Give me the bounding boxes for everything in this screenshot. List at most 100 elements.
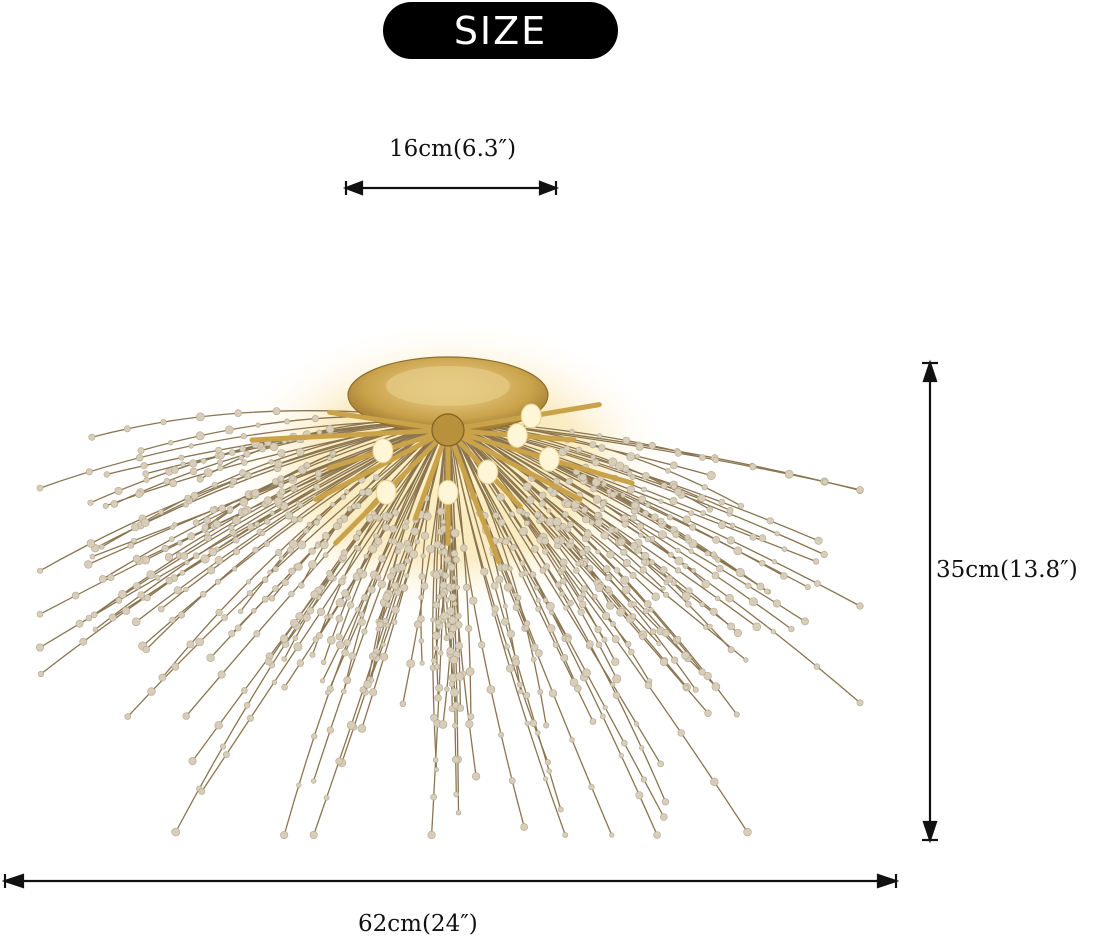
crystal-bead (745, 582, 752, 589)
crystal-bead (371, 652, 378, 659)
crystal-bead (644, 536, 652, 543)
crystal-bead (534, 649, 543, 658)
crystal-bead (171, 466, 179, 474)
crystal-bead (492, 512, 500, 519)
crystal-bead (639, 633, 646, 640)
crystal-bead (418, 573, 426, 580)
crystal-bead (418, 638, 424, 644)
crystal-bead (699, 601, 706, 608)
crystal-bead (436, 507, 445, 516)
crystal-bead (273, 496, 283, 506)
crystal-bead (164, 553, 174, 562)
crystal-bead (217, 459, 224, 466)
crystal-bead (209, 506, 217, 514)
crystal-bead (438, 650, 444, 656)
crystal-bead (277, 449, 286, 458)
crystal-bead (195, 431, 205, 441)
crystal-bead (444, 686, 450, 692)
crystal-bead (241, 508, 249, 516)
crystal-bead (630, 514, 637, 522)
crystal-bead (639, 745, 645, 751)
crystal-bead (564, 500, 572, 508)
crystal-bead (519, 560, 526, 566)
chandelier-wire (283, 419, 449, 836)
crystal-bead (718, 498, 726, 506)
crystal-bead (701, 579, 711, 589)
crystal-bead (642, 608, 650, 615)
chandelier-wire (447, 419, 547, 726)
crystal-bead (255, 422, 261, 428)
crystal-bead (131, 523, 140, 532)
crystal-bead (357, 724, 367, 733)
crystal-bead (780, 572, 788, 580)
crystal-bead (526, 496, 535, 505)
crystal-bead (495, 575, 504, 584)
crystal-bead (99, 544, 105, 550)
crystal-bead (542, 776, 549, 782)
crystal-bead (523, 691, 531, 699)
crystal-bead (315, 469, 323, 477)
crystal-bead (288, 567, 296, 575)
crystal-bead (711, 682, 721, 691)
crystal-bead (748, 597, 758, 607)
crystal-bead (569, 428, 575, 435)
crystal-bead (562, 511, 569, 518)
crystal-bead (384, 601, 391, 608)
crystal-bead (443, 634, 450, 642)
crystal-bead (433, 663, 440, 670)
crystal-bead (178, 454, 185, 461)
crystal-bead (671, 580, 677, 586)
crystal-bead (590, 454, 596, 460)
crystal-bead (203, 468, 213, 477)
crystal-bead (346, 720, 356, 730)
crystal-bead (132, 554, 141, 563)
crystal-bead (336, 517, 344, 525)
crystal-bead (610, 682, 616, 688)
chandelier-wire (447, 419, 618, 680)
crystal-bead (169, 479, 178, 487)
size-badge-label: SIZE (453, 8, 548, 53)
crystal-bead (658, 530, 667, 539)
crystal-bead (514, 599, 520, 606)
crystal-bead (523, 625, 530, 631)
crystal-bead (564, 635, 572, 643)
crystal-bead (268, 459, 274, 465)
crystal-bead (354, 606, 361, 613)
crystal-bead (661, 798, 670, 806)
crystal-bead (189, 459, 198, 468)
crystal-bead (737, 502, 745, 509)
crystal-bead (758, 559, 766, 567)
crystal-bead (710, 777, 719, 786)
crystal-bead (319, 678, 326, 684)
crystal-bead (401, 523, 409, 531)
crystal-bead (308, 547, 316, 555)
crystal-bead (103, 471, 111, 478)
crystal-bead (434, 694, 442, 702)
crystal-bead (589, 718, 597, 725)
crystal-bead (639, 566, 647, 574)
crystal-bead (432, 757, 439, 763)
crystal-bead (529, 719, 538, 727)
crystal-bead (158, 673, 167, 682)
crystal-bead (454, 584, 460, 591)
crystal-bead (700, 510, 706, 516)
crystal-bead (706, 470, 716, 480)
crystal-bead (465, 719, 474, 729)
crystal-bead (586, 640, 594, 648)
height-arrow (922, 359, 938, 844)
crystal-bead (161, 544, 169, 553)
crystal-bead (671, 483, 678, 490)
crystal-bead (465, 624, 473, 633)
crystal-bead (712, 536, 721, 544)
crystal-bead (325, 425, 335, 434)
crystal-bead (518, 526, 528, 536)
crystal-bead (446, 606, 455, 616)
crystal-bead (278, 488, 286, 495)
crystal-bead (518, 571, 525, 578)
crystal-bead (261, 595, 269, 603)
crystal-bead (781, 546, 788, 553)
crystal-bead (455, 672, 465, 681)
crystal-bead (232, 566, 238, 572)
crystal-bead (335, 757, 343, 765)
crystal-bead (659, 566, 668, 574)
